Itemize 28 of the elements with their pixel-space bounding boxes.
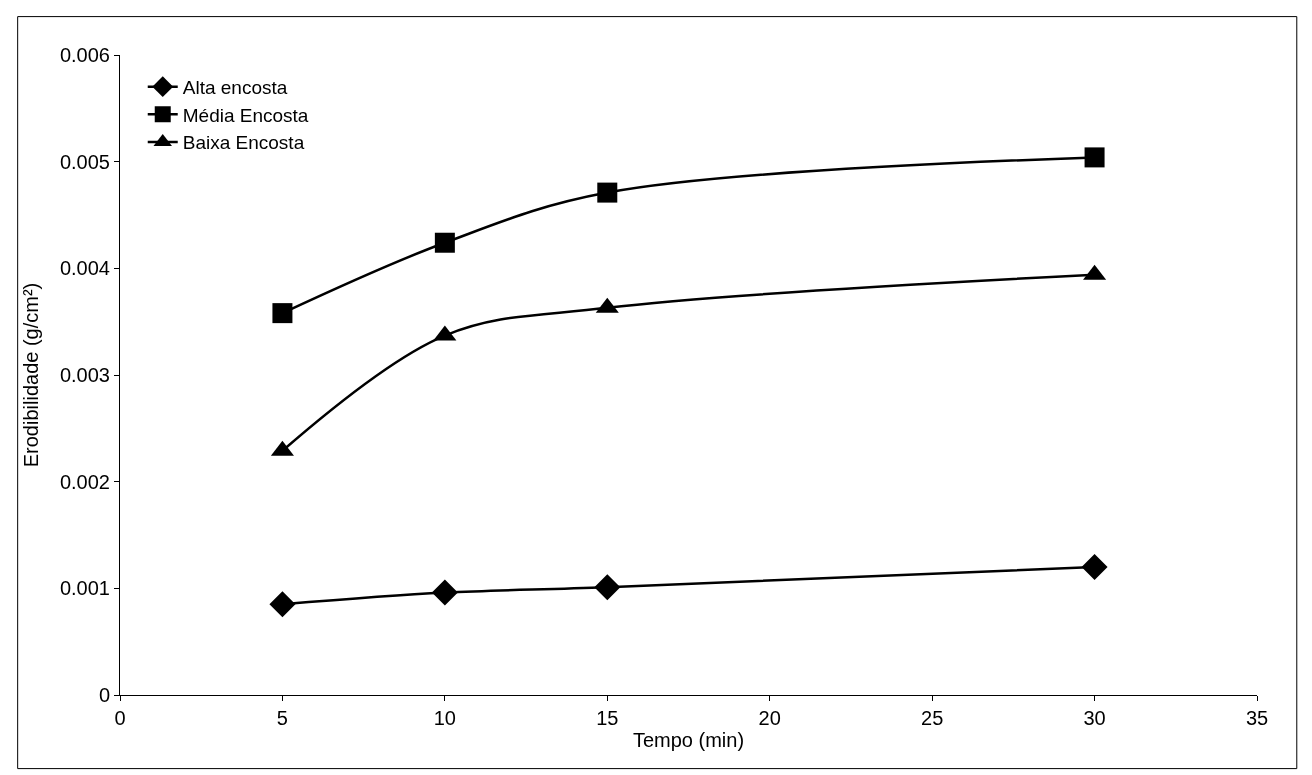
point: [594, 574, 621, 601]
y-tick-label: 0.003: [59, 364, 110, 386]
y-tick-label: 0.005: [59, 150, 110, 173]
x-tick-label: 10: [433, 707, 456, 729]
x-tick-label: 15: [596, 707, 619, 729]
x-tick-label: 35: [1245, 707, 1269, 729]
legend-label: Alta encosta: [182, 77, 288, 99]
point: [1084, 147, 1105, 168]
x-tick-label: 0: [114, 707, 126, 729]
y-axis-title: Erodibilidade (g/cm²): [20, 282, 43, 468]
x-tick-label: 5: [276, 707, 288, 729]
x-axis-title: Tempo (min): [632, 728, 745, 751]
x-tick-label: 20: [758, 707, 781, 729]
point: [269, 591, 296, 618]
point: [272, 303, 293, 324]
y-tick-label: 0.006: [59, 44, 110, 66]
point: [1081, 554, 1108, 580]
y-tick-label: 0.001: [59, 577, 110, 600]
legend-label: Baixa Encosta: [182, 132, 305, 154]
x-tick-label: 25: [921, 707, 944, 729]
legend-label: Média Encosta: [182, 104, 309, 126]
y-tick-label: 0.002: [59, 470, 110, 493]
y-tick-label: 0.004: [59, 257, 110, 280]
point: [431, 579, 458, 606]
point: [434, 232, 455, 253]
y-tick-label: 0: [98, 684, 110, 706]
point: [597, 182, 618, 203]
x-tick-label: 30: [1083, 707, 1106, 729]
